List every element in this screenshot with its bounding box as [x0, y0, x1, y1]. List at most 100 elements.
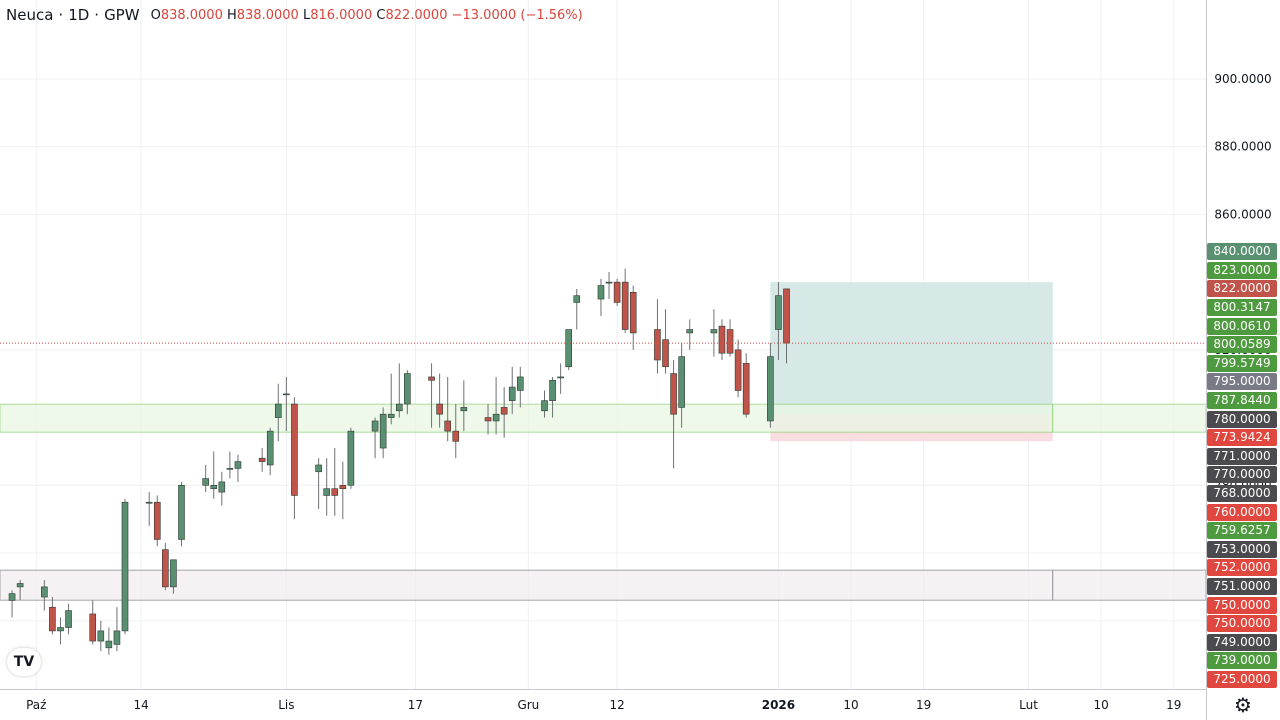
candle: [283, 376, 290, 432]
candle-body-down: [49, 606, 56, 632]
candle-body-down: [654, 329, 661, 361]
x-tick-label: Lut: [1019, 698, 1038, 712]
candle-body-up: [121, 501, 129, 632]
price-axis-label: 822.0000: [1207, 280, 1277, 298]
candle-body-up: [460, 407, 468, 412]
close-value: 822.0000: [385, 7, 448, 23]
candle-body-up: [274, 403, 282, 418]
candle: [315, 458, 322, 509]
price-axis-label: 800.0589: [1207, 336, 1277, 354]
candle: [613, 278, 621, 306]
price-axis-label: 768.0000: [1207, 485, 1277, 502]
candle-body-down: [629, 291, 637, 334]
candle: [41, 580, 48, 611]
candle-body-up: [105, 640, 113, 649]
candle-body-up: [234, 461, 242, 469]
candle-body-up: [202, 478, 209, 486]
candle-body-down: [621, 281, 629, 330]
candle-body-up: [145, 501, 153, 504]
symbol-interval[interactable]: 1D: [68, 6, 90, 24]
legend-separator: ·: [58, 6, 64, 24]
x-tick-label: 10: [843, 698, 858, 712]
candle-body-down: [783, 288, 790, 344]
x-tick-label: 14: [134, 698, 149, 712]
candle-body-up: [557, 376, 564, 379]
candle-body-up: [371, 420, 379, 432]
candle: [767, 343, 774, 428]
price-axis-label: 823.0000: [1207, 261, 1277, 279]
candle-body-up: [16, 583, 24, 588]
candle: [460, 380, 468, 432]
candle-body-up: [541, 400, 548, 412]
candle: [331, 448, 339, 516]
y-tick-label: 860.0000: [1214, 207, 1271, 221]
low-label: L: [302, 7, 311, 23]
candle: [734, 339, 742, 398]
symbol-legend: Neuca · 1D · GPW O838.0000 H838.0000 L81…: [6, 5, 583, 25]
candle: [323, 458, 330, 516]
price-axis-label: 773.9424: [1207, 429, 1277, 447]
candle: [718, 319, 726, 361]
candle-body-up: [395, 403, 403, 412]
x-tick-label: 17: [408, 698, 423, 712]
candle: [436, 373, 443, 428]
candle: [234, 454, 242, 482]
candle-body-up: [315, 464, 322, 473]
open-label: O: [150, 7, 161, 23]
candle: [202, 464, 209, 493]
candle: [516, 366, 524, 408]
candle-body-down: [162, 549, 169, 588]
candle: [178, 481, 185, 547]
candle: [710, 309, 718, 357]
candle-body-down: [428, 376, 435, 381]
price-axis-label: 770.0000: [1207, 466, 1277, 484]
candle-body-up: [775, 295, 782, 330]
candle: [404, 370, 411, 415]
tradingview-logo[interactable]: TV: [7, 648, 41, 676]
candle: [549, 376, 556, 418]
candle: [678, 343, 685, 428]
price-axis-label: 751.0000: [1207, 578, 1277, 595]
candle-body-down: [291, 403, 298, 496]
candle: [291, 397, 298, 520]
candle: [89, 600, 97, 645]
candle-body-up: [492, 413, 500, 422]
candle: [105, 627, 113, 655]
candle-body-up: [686, 329, 694, 334]
candle: [274, 383, 282, 442]
price-axis-label: 752.0000: [1207, 559, 1277, 577]
candle-body-down: [484, 417, 492, 422]
candle: [339, 461, 347, 520]
price-axis-label: 739.0000: [1207, 652, 1277, 670]
price-axis-label: 759.6257: [1207, 522, 1277, 540]
candle: [670, 360, 677, 469]
candle: [492, 376, 500, 435]
candle: [8, 590, 16, 618]
candle-body-up: [404, 373, 411, 405]
open-value: 838.0000: [160, 7, 223, 23]
candle-body-up: [605, 281, 613, 284]
candle-body-up: [508, 386, 516, 401]
candle-body-up: [323, 488, 330, 496]
gear-icon[interactable]: ⚙: [1234, 693, 1252, 717]
candle-body-up: [710, 329, 718, 334]
candle: [153, 495, 161, 547]
candle-body-down: [153, 501, 161, 540]
price-axis-label: 800.0610: [1207, 317, 1277, 335]
candle-body-up: [767, 356, 774, 422]
support-zone-green: [0, 403, 1207, 433]
candle-body-down: [726, 329, 734, 354]
low-value: 816.0000: [310, 7, 373, 23]
x-tick-label: Paź: [26, 698, 46, 712]
candle: [49, 597, 56, 635]
candle-body-up: [516, 376, 524, 391]
candle-body-down: [742, 363, 750, 415]
candle-body-up: [387, 413, 395, 418]
x-tick-label: 19: [1166, 698, 1181, 712]
price-axis-label: 749.0000: [1207, 633, 1277, 651]
candle: [428, 363, 435, 428]
support-zone-gray: [0, 569, 1207, 601]
symbol-name[interactable]: Neuca: [6, 6, 54, 24]
